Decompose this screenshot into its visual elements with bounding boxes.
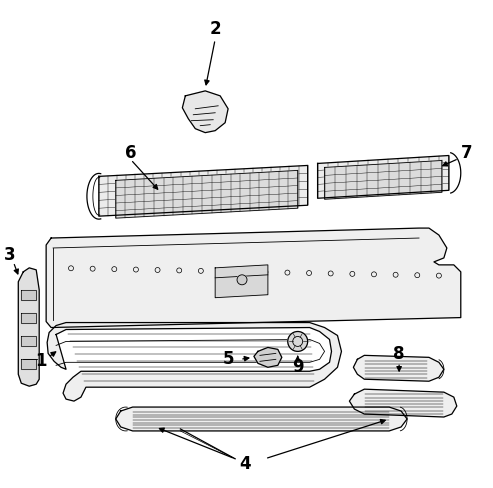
Text: 6: 6 — [125, 143, 137, 162]
Text: 9: 9 — [292, 358, 304, 376]
Polygon shape — [182, 91, 228, 133]
Circle shape — [288, 331, 308, 351]
Polygon shape — [353, 355, 444, 381]
Polygon shape — [99, 165, 308, 216]
Polygon shape — [21, 359, 36, 369]
Polygon shape — [47, 323, 342, 401]
Polygon shape — [116, 407, 407, 431]
Text: 2: 2 — [210, 20, 221, 38]
Text: 3: 3 — [3, 246, 15, 264]
Polygon shape — [46, 228, 461, 327]
Polygon shape — [21, 336, 36, 346]
Polygon shape — [21, 313, 36, 323]
Polygon shape — [21, 290, 36, 300]
Polygon shape — [350, 389, 457, 417]
Polygon shape — [254, 347, 282, 367]
Text: 8: 8 — [393, 346, 405, 364]
Polygon shape — [317, 156, 449, 198]
Polygon shape — [215, 265, 268, 298]
Polygon shape — [18, 268, 39, 386]
Polygon shape — [324, 161, 442, 199]
Text: 1: 1 — [35, 352, 47, 370]
Text: 4: 4 — [239, 455, 251, 473]
Text: 7: 7 — [461, 143, 473, 162]
Text: 5: 5 — [222, 350, 234, 368]
Circle shape — [237, 275, 247, 285]
Polygon shape — [116, 170, 298, 218]
